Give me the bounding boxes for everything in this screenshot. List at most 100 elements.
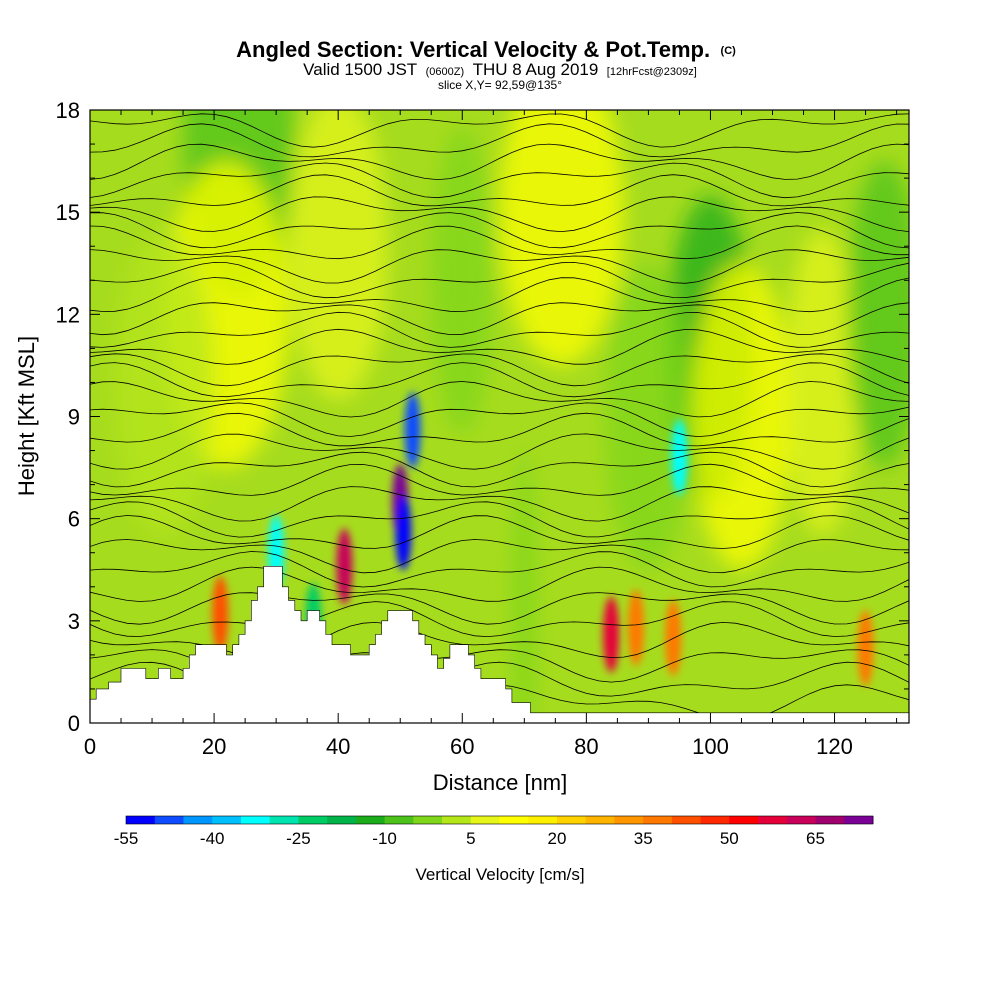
theta-contour <box>90 566 909 602</box>
colorbar-cell <box>470 816 500 824</box>
colorbar-cell <box>643 816 673 824</box>
theta-contour <box>90 501 909 538</box>
theta-contour <box>90 225 909 260</box>
velocity-cell <box>404 392 421 469</box>
theta-contour <box>90 261 909 299</box>
theta-contour <box>90 592 909 625</box>
colorbar-tick-label: 5 <box>466 829 475 848</box>
colorbar-cell <box>355 816 386 824</box>
colorbar-tick-label: -55 <box>114 829 139 848</box>
velocity-field <box>114 110 909 723</box>
colorbar-cell <box>614 816 644 824</box>
velocity-band <box>499 110 624 366</box>
valid-date: THU 8 Aug 2019 <box>473 60 599 79</box>
chart-title: Angled Section: Vertical Velocity & Pot.… <box>236 37 710 62</box>
theta-contour <box>90 412 909 447</box>
forecast-note: [12hrFcst@2309z] <box>607 66 697 78</box>
colorbar-cell <box>700 816 730 824</box>
y-tick-label: 9 <box>68 405 80 430</box>
theta-contour <box>90 433 909 470</box>
colorbar-tick-label: -40 <box>200 829 225 848</box>
y-tick-label: 0 <box>68 711 80 736</box>
colorbar-cell <box>183 816 213 824</box>
slice-info: slice X,Y= 92,59@135° <box>438 78 562 92</box>
colorbar-cell <box>126 816 156 824</box>
theta-contour <box>90 311 909 348</box>
colorbar: -55 -40 -25 -10 5 20 35 50 65 Vertical Velocity … <box>114 815 874 884</box>
title-block: Angled Section: Vertical Velocity & Pot.… <box>236 37 736 92</box>
theta-contour <box>90 162 909 199</box>
colorbar-cell <box>212 816 242 824</box>
theta-contour <box>90 328 909 365</box>
colorbar-ticks: -55 -40 -25 -10 5 20 35 50 65 <box>114 829 825 848</box>
theta-contour <box>90 601 909 638</box>
colorbar-cell <box>442 816 472 824</box>
colorbar-tick-label: 20 <box>548 829 567 848</box>
theta-contour <box>90 381 909 418</box>
theta-contour <box>90 539 909 574</box>
x-tick-label: 100 <box>692 734 729 759</box>
colorbar-label: Vertical Velocity [cm/s] <box>415 865 584 884</box>
x-axis: 0 20 40 60 80 100 120 <box>84 110 898 759</box>
colorbar-cell <box>499 816 529 824</box>
theta-contour <box>90 196 909 233</box>
theta-contour <box>90 302 909 336</box>
theta-contour <box>90 353 909 387</box>
colorbar-cell <box>758 816 788 824</box>
colorbar-cell <box>327 816 357 824</box>
theta-contour <box>90 451 909 488</box>
velocity-band <box>691 263 792 570</box>
theta-contour <box>90 212 909 249</box>
theta-contour <box>90 486 909 522</box>
theta-contour <box>90 174 909 207</box>
colorbar-cell <box>815 816 845 824</box>
colorbar-cell <box>556 816 587 824</box>
velocity-cell <box>665 599 682 676</box>
y-tick-label: 12 <box>56 302 80 327</box>
y-tick-label: 15 <box>56 200 80 225</box>
colorbar-cell <box>269 816 299 824</box>
colorbar-cell <box>240 816 271 824</box>
velocity-cell <box>603 596 620 673</box>
x-tick-label: 40 <box>326 734 350 759</box>
valid-zulu: (0600Z) <box>426 66 465 78</box>
velocity-band <box>431 127 494 434</box>
colorbar-cells <box>125 815 874 825</box>
colorbar-tick-label: 50 <box>720 829 739 848</box>
colorbar-cell <box>298 816 328 824</box>
theta-contour <box>90 143 909 181</box>
colorbar-cell <box>528 816 558 824</box>
velocity-band <box>511 450 537 723</box>
colorbar-cell <box>413 816 443 824</box>
x-tick-label: 0 <box>84 734 96 759</box>
y-axis-label: Height [Kft MSL] <box>14 336 39 496</box>
svg-text:Angled Section: Vertical Veloc: Angled Section: Vertical Velocity & Pot.… <box>236 37 736 62</box>
y-tick-label: 3 <box>68 609 80 634</box>
theta-contour <box>90 249 909 284</box>
x-tick-label: 120 <box>816 734 853 759</box>
valid-prefix: Valid 1500 JST <box>303 60 417 79</box>
x-tick-label: 20 <box>202 734 226 759</box>
theta-contour <box>90 402 909 438</box>
theta-contour <box>90 123 909 158</box>
velocity-cell <box>628 589 644 666</box>
theta-contour <box>90 463 909 496</box>
colorbar-cell <box>844 816 874 824</box>
terrain <box>90 566 909 723</box>
svg-text:Valid 1500 JST (0600Z): Valid 1500 JST (0600Z) THU 8 Aug 2019 [1… <box>303 60 697 79</box>
theta-contour <box>90 113 909 148</box>
colorbar-frame <box>125 815 874 825</box>
colorbar-cell <box>154 816 184 824</box>
colorbar-cell <box>729 816 759 824</box>
x-tick-label: 60 <box>450 734 474 759</box>
theta-contours <box>90 113 909 721</box>
velocity-cell <box>395 494 412 571</box>
theta-contour <box>90 362 909 398</box>
colorbar-tick-label: -25 <box>286 829 311 848</box>
chart-title-suffix: (C) <box>721 45 737 57</box>
y-tick-label: 18 <box>56 98 80 123</box>
y-axis: 0 3 6 9 12 15 18 <box>56 98 909 736</box>
colorbar-tick-label: 35 <box>634 829 653 848</box>
colorbar-tick-label: -10 <box>372 829 397 848</box>
